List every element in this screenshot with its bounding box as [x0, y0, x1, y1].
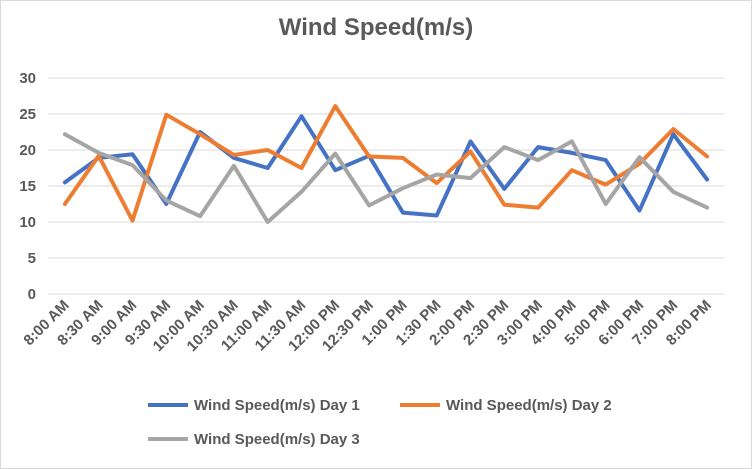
legend-label: Wind Speed(m/s) Day 2 — [446, 397, 612, 414]
y-tick-label: 30 — [19, 70, 36, 87]
y-tick-label: 10 — [19, 214, 36, 231]
y-tick-label: 0 — [28, 286, 36, 303]
y-tick-label: 25 — [19, 106, 36, 123]
chart-title: Wind Speed(m/s) — [278, 14, 474, 41]
series-line-day-3 — [62, 132, 710, 224]
legend-label: Wind Speed(m/s) Day 3 — [194, 431, 360, 448]
y-tick-label: 5 — [28, 250, 36, 267]
y-tick-label: 15 — [19, 178, 36, 195]
legend-label: Wind Speed(m/s) Day 1 — [194, 397, 360, 414]
series-line-day-2 — [62, 104, 710, 223]
y-tick-label: 20 — [19, 142, 36, 159]
series-line-day-1 — [62, 114, 710, 218]
